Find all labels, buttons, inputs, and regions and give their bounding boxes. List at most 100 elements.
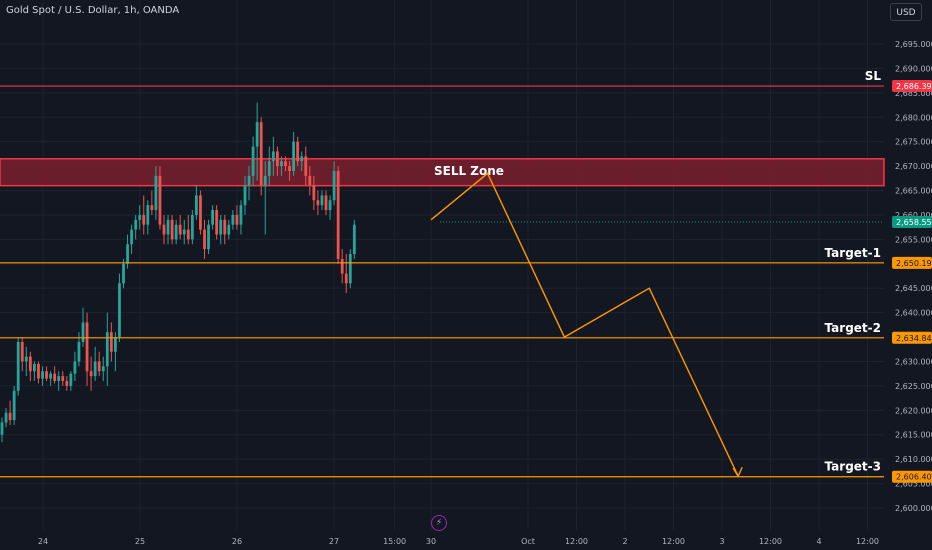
candle-body (61, 376, 65, 382)
SL-tag (892, 80, 932, 93)
candle-body (251, 146, 255, 176)
candle-body (77, 341, 81, 362)
symbol-title: Gold Spot / U.S. Dollar, 1h, OANDA (6, 5, 180, 16)
projection-arrow-head (732, 466, 743, 478)
candle-body (344, 273, 348, 284)
candle-body (235, 214, 239, 225)
SL-tag-text: 2,686.390 (896, 82, 932, 91)
price-tick-label: 2,680.000 (895, 113, 932, 122)
candle-body (288, 166, 291, 171)
projection-path (430, 172, 739, 477)
currency-button[interactable]: USD (890, 3, 922, 21)
candle-body (57, 376, 61, 382)
target-2-tag-text: 2,634.847 (896, 334, 932, 343)
candle-body (130, 229, 133, 245)
candle-body (328, 200, 332, 211)
sell-zone (0, 158, 885, 187)
candle-body (4, 412, 8, 423)
candle-body (308, 175, 312, 186)
candle-body (203, 229, 206, 250)
candle-body (134, 219, 138, 230)
candle-body (69, 373, 73, 386)
candle-body (312, 185, 316, 201)
candle-body (89, 371, 93, 377)
candle-body (150, 205, 154, 211)
time-tick-label: 27 (329, 537, 339, 546)
time-tick-label: 15:00 (383, 537, 406, 546)
price-tick-label: 2,640.000 (895, 309, 932, 318)
candle-body (263, 175, 267, 186)
candle-body (0, 422, 4, 435)
candle-body (247, 175, 251, 186)
candle-body (41, 371, 44, 379)
candle-body (138, 214, 142, 220)
candle-body (336, 170, 340, 259)
candle-body (37, 363, 40, 379)
candle-body (316, 200, 320, 206)
candle-body (24, 356, 28, 362)
candle-body (300, 156, 304, 162)
candle-body (186, 229, 190, 240)
price-tick-label: 2,615.000 (895, 431, 932, 440)
candle-body (195, 195, 198, 215)
candle-body (292, 141, 295, 171)
candle-body (296, 141, 300, 162)
time-tick-label: 25 (135, 537, 145, 546)
candle-body (109, 332, 113, 352)
time-tick-label: 30 (426, 537, 436, 546)
target-3-label: Target-3 (825, 460, 881, 474)
candle-body (162, 224, 166, 235)
time-tick-label: 12:00 (662, 537, 685, 546)
candle-body (126, 244, 129, 264)
candle-body (166, 219, 170, 235)
candle-body (304, 156, 308, 176)
target-2-label: Target-2 (825, 321, 881, 335)
candle-body (45, 371, 48, 379)
time-tick-label: 12:00 (856, 537, 879, 546)
SL-label: SL (865, 69, 882, 83)
price-tick-label: 2,695.000 (895, 40, 932, 49)
price-tick-label: 2,600.000 (895, 504, 932, 513)
candle-body (348, 254, 352, 284)
candle-body (340, 258, 344, 274)
price-tick-label: 2,620.000 (895, 406, 932, 415)
time-tick-label: Oct (521, 537, 535, 546)
candle-body (271, 151, 275, 162)
candle-body (33, 363, 36, 372)
candle-body (97, 361, 101, 372)
price-tick-label: 2,630.000 (895, 357, 932, 366)
time-tick-label: 12:00 (759, 537, 782, 546)
sell-zone-label: SELL Zone (434, 164, 504, 178)
price-tick-label: 2,610.000 (895, 455, 932, 464)
target-1-tag-text: 2,650.197 (896, 259, 932, 268)
price-tick-label: 2,645.000 (895, 284, 932, 293)
price-tick-label: 2,675.000 (895, 138, 932, 147)
lightning-icon[interactable]: ⚡ (431, 515, 447, 531)
target-3-tag (892, 470, 932, 483)
candle-body (320, 195, 324, 206)
candle-body (170, 219, 174, 240)
candle-body (199, 195, 202, 230)
candle-body (101, 366, 105, 372)
candle-body (174, 224, 178, 240)
time-tick-label: 26 (232, 537, 242, 546)
time-tick-label: 3 (719, 537, 724, 546)
candle-body (12, 390, 16, 421)
candle-body (93, 361, 97, 377)
candle-body (53, 373, 57, 382)
candle-body (20, 341, 24, 362)
candle-body (16, 341, 20, 391)
candle-body (239, 205, 243, 225)
candle-body (146, 205, 150, 225)
price-tick-label: 2,690.000 (895, 64, 932, 73)
time-tick-label: 2 (622, 537, 627, 546)
target-1-tag (892, 256, 932, 269)
price-tick-label: 2,665.000 (895, 187, 932, 196)
candle-body (243, 185, 247, 206)
candle-body (223, 219, 227, 235)
candle-body (276, 151, 279, 167)
price-tick-label: 2,660.000 (895, 211, 932, 220)
candle-body (324, 195, 328, 211)
candle-body (211, 210, 214, 225)
